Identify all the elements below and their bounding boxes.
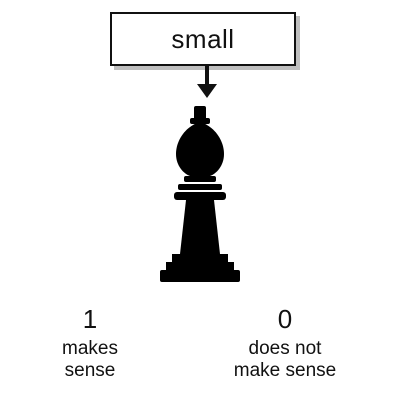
- response-label-line2: make sense: [233, 360, 337, 381]
- chess-bishop-icon: [160, 106, 240, 282]
- response-option-makes-sense: 1 makes sense: [40, 304, 140, 382]
- response-label-line2: sense: [64, 360, 116, 381]
- stimulus-word: small: [171, 23, 235, 54]
- response-key: 0: [277, 304, 293, 334]
- response-label-line1: does not: [248, 338, 322, 359]
- stimulus-word-box: small: [110, 12, 296, 66]
- response-option-does-not-make-sense: 0 does not make sense: [215, 304, 355, 382]
- response-label-line1: makes: [62, 338, 118, 359]
- response-key: 1: [82, 304, 98, 334]
- down-arrow-icon: [197, 66, 217, 98]
